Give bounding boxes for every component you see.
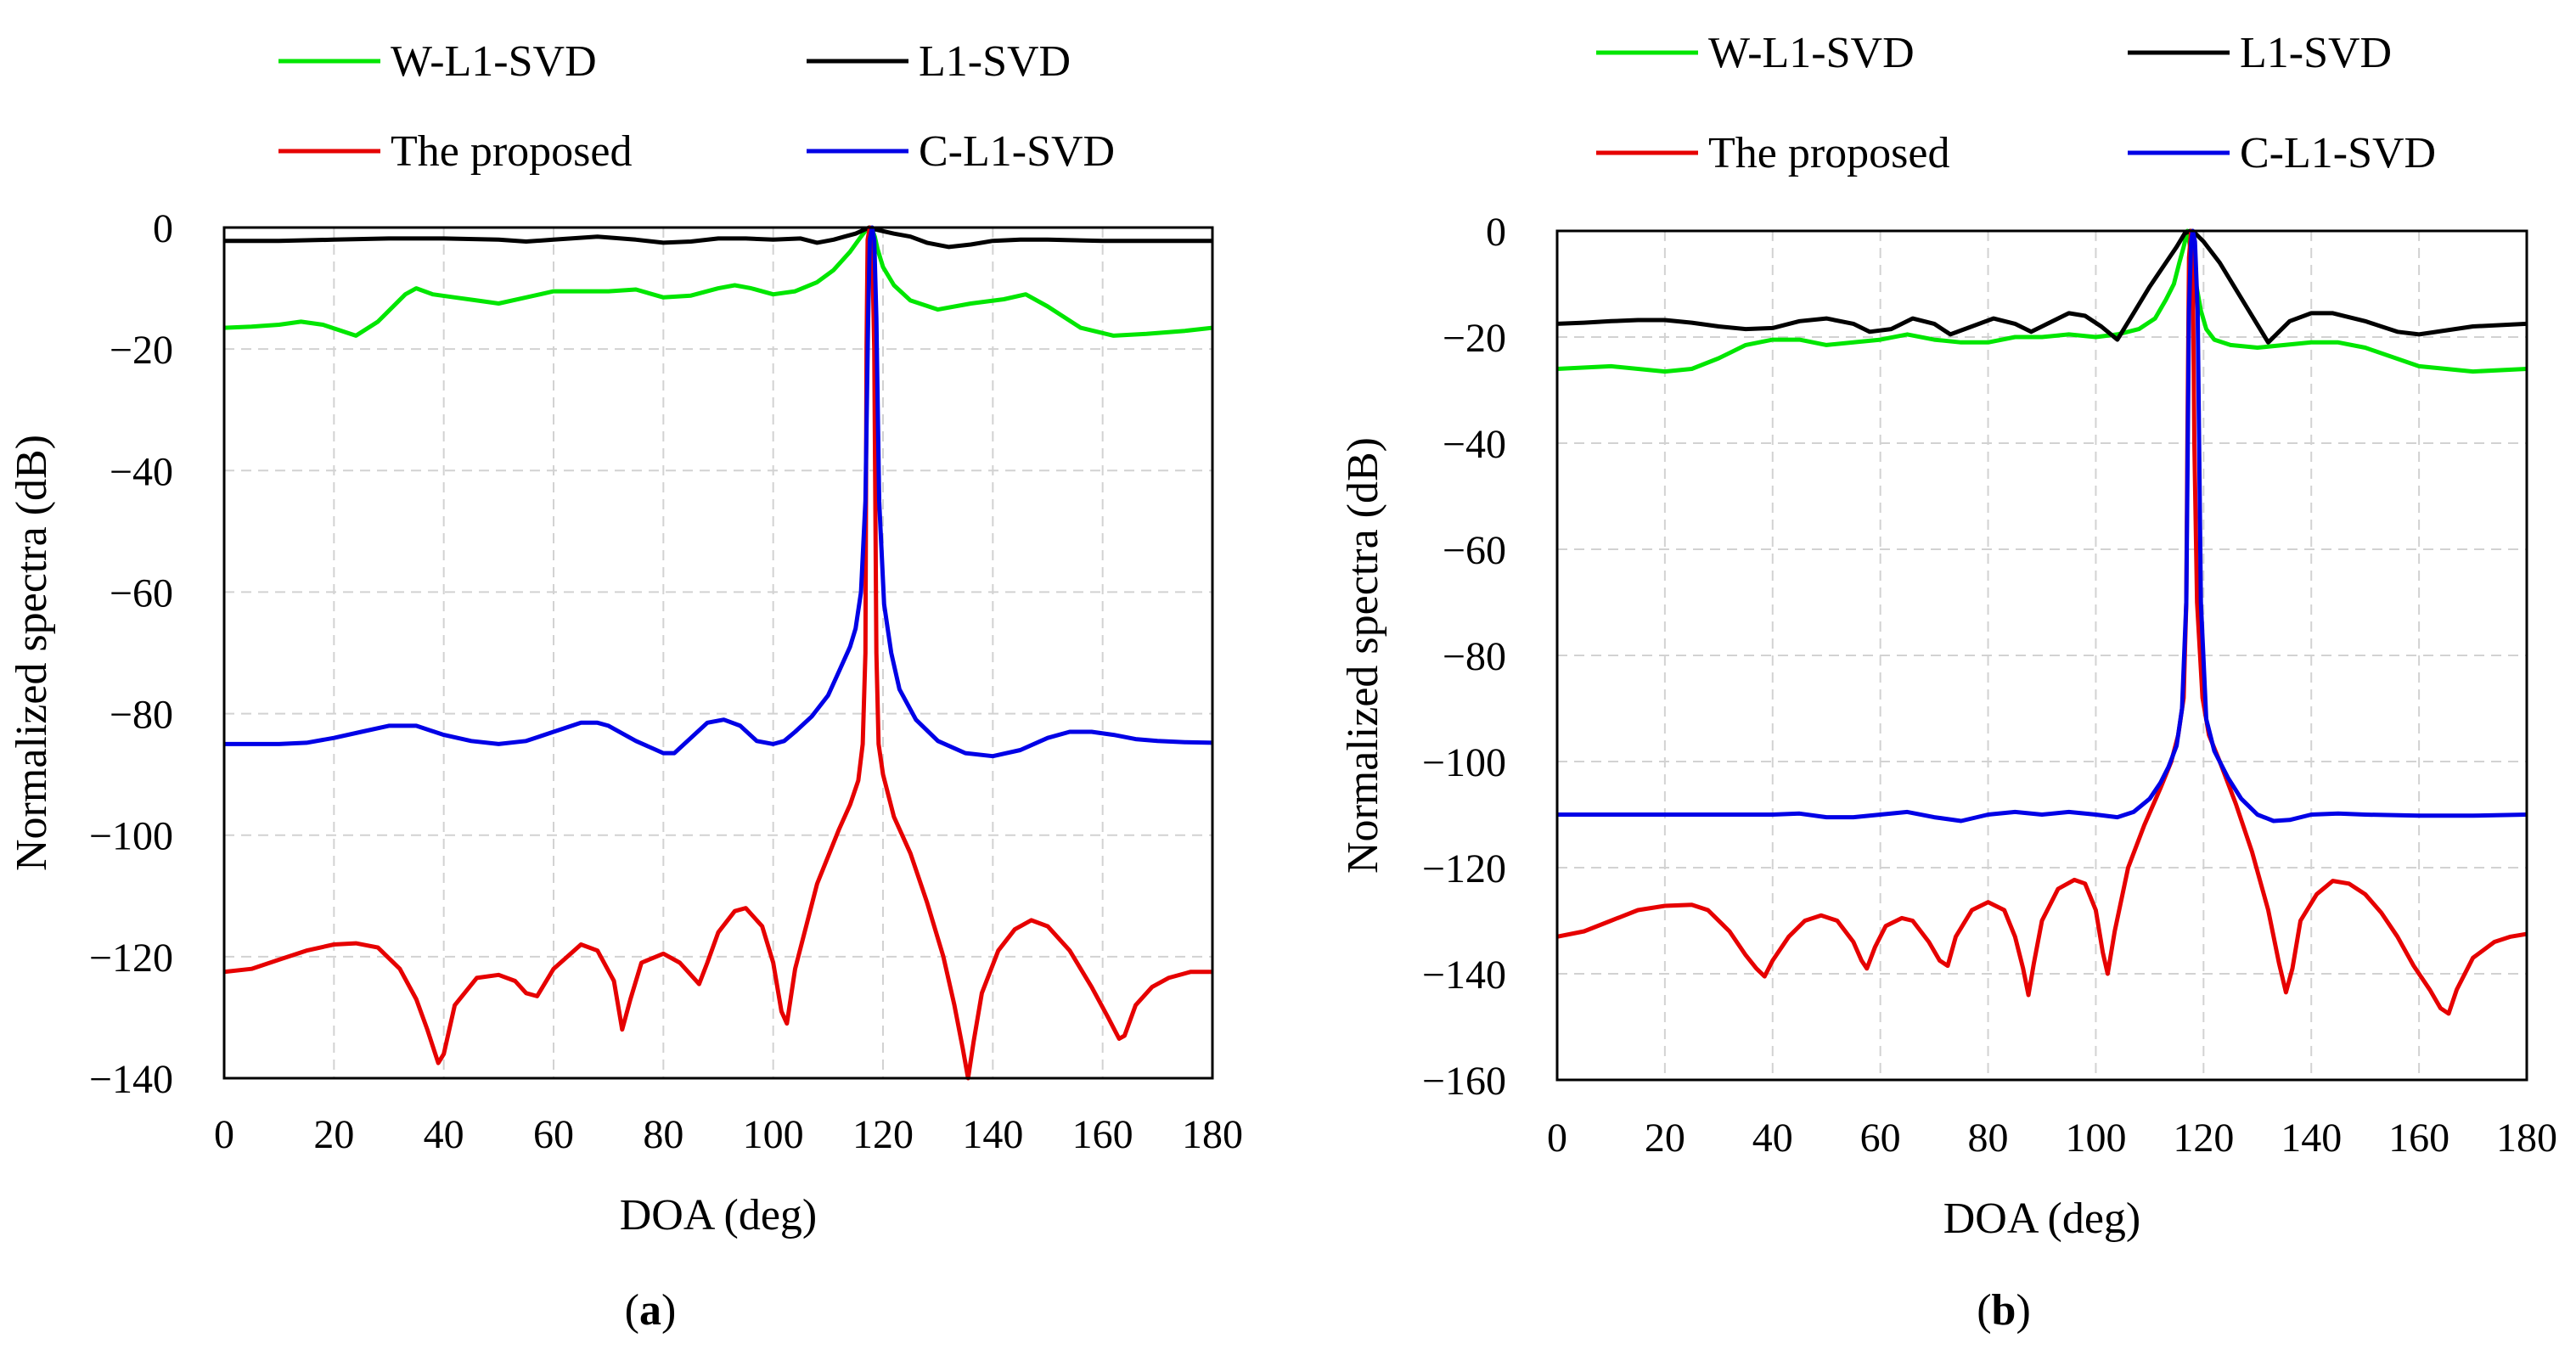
legend-item-c-l1-svd: C-L1-SVD — [807, 127, 1115, 176]
series-line-w-l1-svd — [1557, 228, 2527, 374]
x-tick-label: 100 — [2065, 1116, 2126, 1161]
plot-frame — [222, 226, 1214, 1080]
x-axis-title: DOA (deg) — [620, 1191, 818, 1240]
grid-lines — [1557, 231, 2527, 1080]
panel-label-open: ( — [1977, 1286, 1991, 1335]
panel-label-open: ( — [625, 1286, 639, 1335]
chart-panel-b: 0 20 40 60 80 100 120 140 160 180 0 −20 −40 −60 −80 −10… — [1339, 29, 2557, 1335]
series-line-w-l1-svd — [224, 225, 1212, 338]
series-group — [1557, 228, 2527, 1016]
legend-item-c-l1-svd: C-L1-SVD — [2128, 129, 2436, 177]
x-tick-label: 20 — [313, 1112, 354, 1157]
legend-label: The proposed — [1708, 129, 1949, 177]
y-tick-label: −40 — [110, 449, 173, 494]
y-tick-label: −140 — [89, 1057, 173, 1102]
grid-lines — [224, 228, 1212, 1078]
legend: W-L1-SVD L1-SVD The proposed C-L1-SVD — [1596, 29, 2436, 177]
x-tick-label: 140 — [962, 1112, 1023, 1157]
y-tick-label: −80 — [1443, 634, 1506, 679]
y-tick-label: −120 — [1422, 846, 1506, 891]
panel-label-letter: b — [1992, 1286, 2016, 1335]
series-line-c-l1-svd — [1557, 228, 2527, 824]
x-tick-label: 100 — [743, 1112, 804, 1157]
x-tick-label: 40 — [1752, 1116, 1793, 1161]
y-tick-label: −20 — [1443, 316, 1506, 361]
x-tick-label: 20 — [1645, 1116, 1685, 1161]
panel-label-close: ) — [661, 1286, 676, 1335]
legend-item-w-l1-svd: W-L1-SVD — [278, 37, 597, 86]
legend-label: L1-SVD — [919, 37, 1071, 86]
series-group — [224, 225, 1212, 1081]
panel-label: (b) — [1977, 1286, 2031, 1335]
legend-item-l1-svd: L1-SVD — [807, 37, 1071, 86]
y-tick-label: −20 — [110, 328, 173, 373]
series-line-l1-svd — [1557, 228, 2527, 345]
y-tick-label: −60 — [1443, 528, 1506, 573]
y-axis-title: Normalized spectra (dB) — [1339, 437, 1387, 874]
legend-label: The proposed — [391, 127, 632, 176]
legend: W-L1-SVD L1-SVD The proposed C-L1-SVD — [278, 37, 1115, 176]
y-tick-label: −160 — [1422, 1059, 1506, 1104]
series-line-the-proposed — [224, 225, 1212, 1081]
x-tick-label: 40 — [424, 1112, 464, 1157]
x-tick-label: 120 — [2173, 1116, 2234, 1161]
x-tick-label: 180 — [2496, 1116, 2557, 1161]
legend-label: L1-SVD — [2240, 29, 2392, 77]
x-tick-label: 160 — [2388, 1116, 2449, 1161]
y-tick-label: −100 — [1422, 740, 1506, 785]
legend-label: C-L1-SVD — [2240, 129, 2436, 177]
y-tick-label: −40 — [1443, 422, 1506, 467]
legend-label: W-L1-SVD — [391, 37, 597, 86]
x-tick-label: 120 — [852, 1112, 914, 1157]
x-tick-label: 140 — [2281, 1116, 2342, 1161]
legend-item-the-proposed: The proposed — [278, 127, 632, 176]
legend-item-the-proposed: The proposed — [1596, 129, 1949, 177]
panel-label-close: ) — [2016, 1286, 2030, 1335]
y-tick-label: −100 — [89, 814, 173, 859]
panel-label: (a) — [625, 1286, 677, 1335]
plot-frame — [1555, 229, 2528, 1082]
legend-item-w-l1-svd: W-L1-SVD — [1596, 29, 1915, 77]
y-tick-label: 0 — [153, 206, 173, 251]
legend-label: C-L1-SVD — [919, 127, 1115, 176]
series-line-l1-svd — [224, 225, 1212, 250]
y-axis-title: Normalized spectra (dB) — [8, 435, 56, 871]
x-axis-title: DOA (deg) — [1943, 1195, 2141, 1243]
x-tick-label: 60 — [1860, 1116, 1901, 1161]
x-tick-label: 80 — [1968, 1116, 2009, 1161]
panel-label-letter: a — [639, 1286, 661, 1335]
x-tick-label: 80 — [643, 1112, 683, 1157]
legend-item-l1-svd: L1-SVD — [2128, 29, 2392, 77]
y-tick-label: −140 — [1422, 953, 1506, 998]
series-line-the-proposed — [1557, 228, 2527, 1016]
x-tick-label: 0 — [1547, 1116, 1567, 1161]
x-tick-label: 0 — [214, 1112, 234, 1157]
y-tick-label: 0 — [1486, 210, 1506, 255]
legend-label: W-L1-SVD — [1708, 29, 1915, 77]
series-line-c-l1-svd — [224, 225, 1212, 759]
x-tick-label: 60 — [533, 1112, 574, 1157]
y-tick-label: −120 — [89, 936, 173, 981]
x-tick-label: 180 — [1182, 1112, 1243, 1157]
x-tick-label: 160 — [1072, 1112, 1133, 1157]
y-tick-label: −80 — [110, 693, 173, 738]
chart-panel-a: 0 20 40 60 80 100 120 140 160 180 0 −20 −40 −60 −80 −10… — [8, 37, 1243, 1335]
y-tick-label: −60 — [110, 571, 173, 616]
